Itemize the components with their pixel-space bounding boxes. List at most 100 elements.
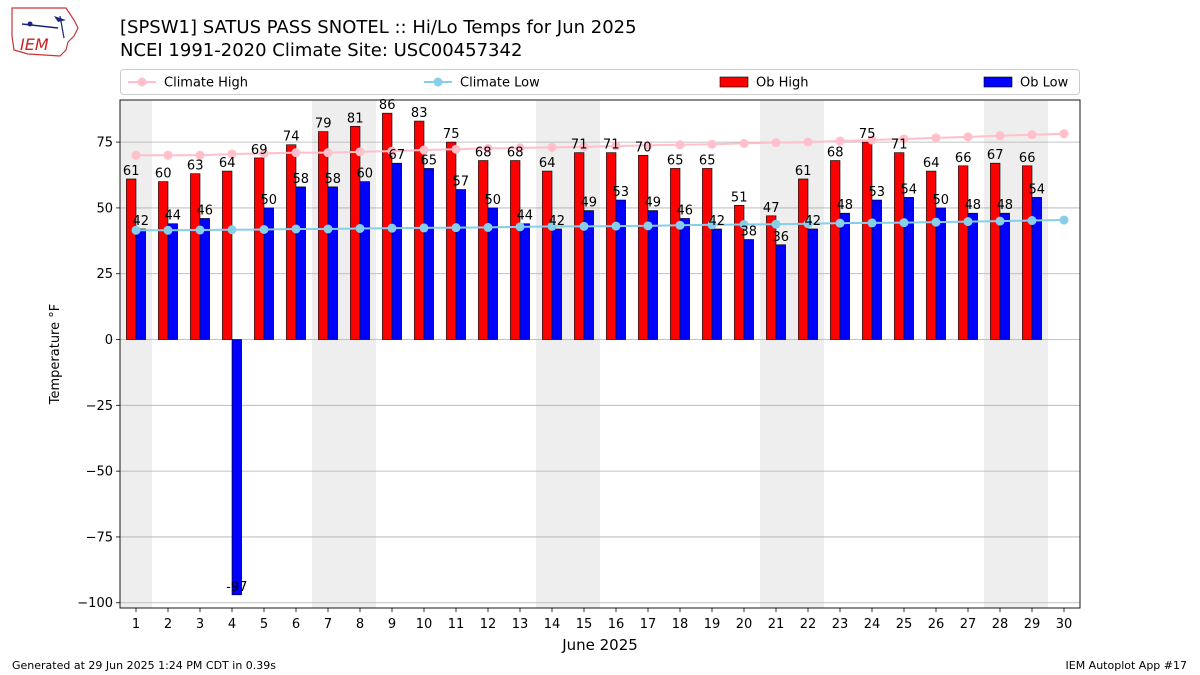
climate-high-point — [1059, 129, 1069, 139]
y-tick-label: −25 — [86, 399, 113, 414]
y-tick-label: 25 — [96, 267, 113, 282]
climate-low-point — [963, 217, 973, 227]
plot-frame — [119, 99, 1081, 609]
climate-high-point — [739, 138, 749, 148]
ob-low-label: 53 — [613, 185, 630, 200]
ob-low-bar — [135, 228, 146, 340]
ob-low-bar — [263, 207, 274, 340]
ob-low-bar — [839, 212, 850, 340]
legend-marker-swatch — [433, 77, 443, 87]
x-tick-label: 27 — [960, 617, 977, 632]
x-tick-label: 29 — [1024, 617, 1041, 632]
ob-low-label: 67 — [389, 148, 406, 163]
legend-label: Climate High — [164, 76, 248, 91]
ob-high-label: 71 — [891, 138, 908, 153]
ob-high-label: 47 — [763, 201, 780, 216]
ob-low-bar — [743, 239, 754, 340]
climate-low-point — [131, 225, 141, 235]
climate-low-point — [611, 221, 621, 231]
ob-low-bar — [679, 218, 690, 340]
x-tick-label: 28 — [992, 617, 1009, 632]
ob-low-label: 50 — [933, 193, 950, 208]
ob-high-label: 63 — [187, 159, 204, 174]
y-tick-label: −50 — [86, 465, 113, 480]
climate-low-point — [643, 221, 653, 231]
climate-low-point — [291, 224, 301, 234]
ob-high-bar — [990, 162, 1001, 340]
ob-low-label: 54 — [1029, 182, 1046, 197]
x-tick-label: 13 — [512, 617, 529, 632]
ob-high-label: 68 — [475, 146, 492, 161]
ob-high-bar — [542, 170, 553, 340]
ob-low-bar — [1031, 197, 1042, 340]
ob-high-bar — [350, 126, 361, 340]
ob-high-label: 64 — [539, 156, 556, 171]
x-tick-label: 25 — [896, 617, 913, 632]
ob-high-bar — [958, 165, 969, 340]
climate-high-line — [136, 132, 1065, 157]
ob-low-label: 36 — [773, 230, 790, 245]
ob-high-bar — [254, 157, 265, 340]
legend-label: Ob Low — [1020, 76, 1069, 91]
climate-high-point — [707, 139, 717, 149]
x-tick-label: 14 — [544, 617, 561, 632]
ob-high-bar — [126, 178, 137, 340]
climate-high-point — [931, 133, 941, 143]
ob-low-label: 42 — [549, 214, 566, 229]
climate-high-point — [579, 142, 589, 152]
climate-low-point — [195, 225, 205, 235]
weekend-shade — [760, 100, 824, 608]
climate-low-point — [835, 218, 845, 228]
ob-high-label: 51 — [731, 190, 748, 205]
y-tick-label: −100 — [77, 596, 113, 611]
climate-high-point — [867, 135, 877, 145]
ob-low-bar — [487, 207, 498, 340]
climate-low-point — [515, 222, 525, 232]
y-axis-label: Temperature °F — [48, 304, 63, 405]
ob-low-bar — [871, 199, 882, 340]
ob-high-label: 83 — [411, 106, 428, 121]
legend-marker-swatch — [137, 77, 147, 87]
climate-low-point — [227, 225, 237, 235]
x-tick-label: 12 — [480, 617, 497, 632]
ob-high-label: 81 — [347, 111, 364, 126]
ob-high-bar — [318, 131, 329, 340]
climate-low-point — [771, 219, 781, 229]
ob-high-bar — [638, 154, 649, 340]
climate-high-point — [963, 132, 973, 142]
climate-low-line — [136, 219, 1065, 232]
ob-low-bar — [935, 207, 946, 340]
climate-low-point — [547, 221, 557, 231]
ob-high-bar — [862, 141, 873, 340]
x-tick-label: 9 — [388, 617, 396, 632]
ob-low-label: 50 — [485, 193, 502, 208]
climate-high-point — [899, 134, 909, 144]
x-tick-label: 20 — [736, 617, 753, 632]
ob-high-bar — [158, 181, 169, 340]
climate-low-point — [899, 218, 909, 228]
legend-label: Climate Low — [460, 76, 540, 91]
ob-low-bar — [999, 212, 1010, 340]
ob-low-bar — [615, 199, 626, 340]
climate-low-point — [419, 223, 429, 233]
legend-bar-swatch — [983, 76, 1013, 88]
iem-logo: IEM — [11, 7, 79, 57]
x-tick-label: 4 — [228, 617, 236, 632]
ob-high-label: 68 — [507, 146, 524, 161]
ob-low-bar — [775, 244, 786, 340]
climate-high-point — [643, 140, 653, 150]
app-credit: IEM Autoplot App #17 — [1065, 659, 1188, 672]
climate-low-point — [707, 220, 717, 230]
ob-high-label: 67 — [987, 148, 1004, 163]
ob-high-label: 71 — [603, 138, 620, 153]
ob-low-bar — [199, 218, 210, 340]
climate-high-point — [131, 150, 141, 160]
ob-high-label: 64 — [219, 156, 236, 171]
ob-low-bar — [391, 162, 402, 340]
ob-high-label: 60 — [155, 167, 172, 182]
ob-high-bar — [670, 168, 681, 340]
y-tick-label: −75 — [86, 530, 113, 545]
x-tick-label: 3 — [196, 617, 204, 632]
ob-high-label: 75 — [443, 127, 460, 142]
ob-low-label: 42 — [133, 214, 150, 229]
